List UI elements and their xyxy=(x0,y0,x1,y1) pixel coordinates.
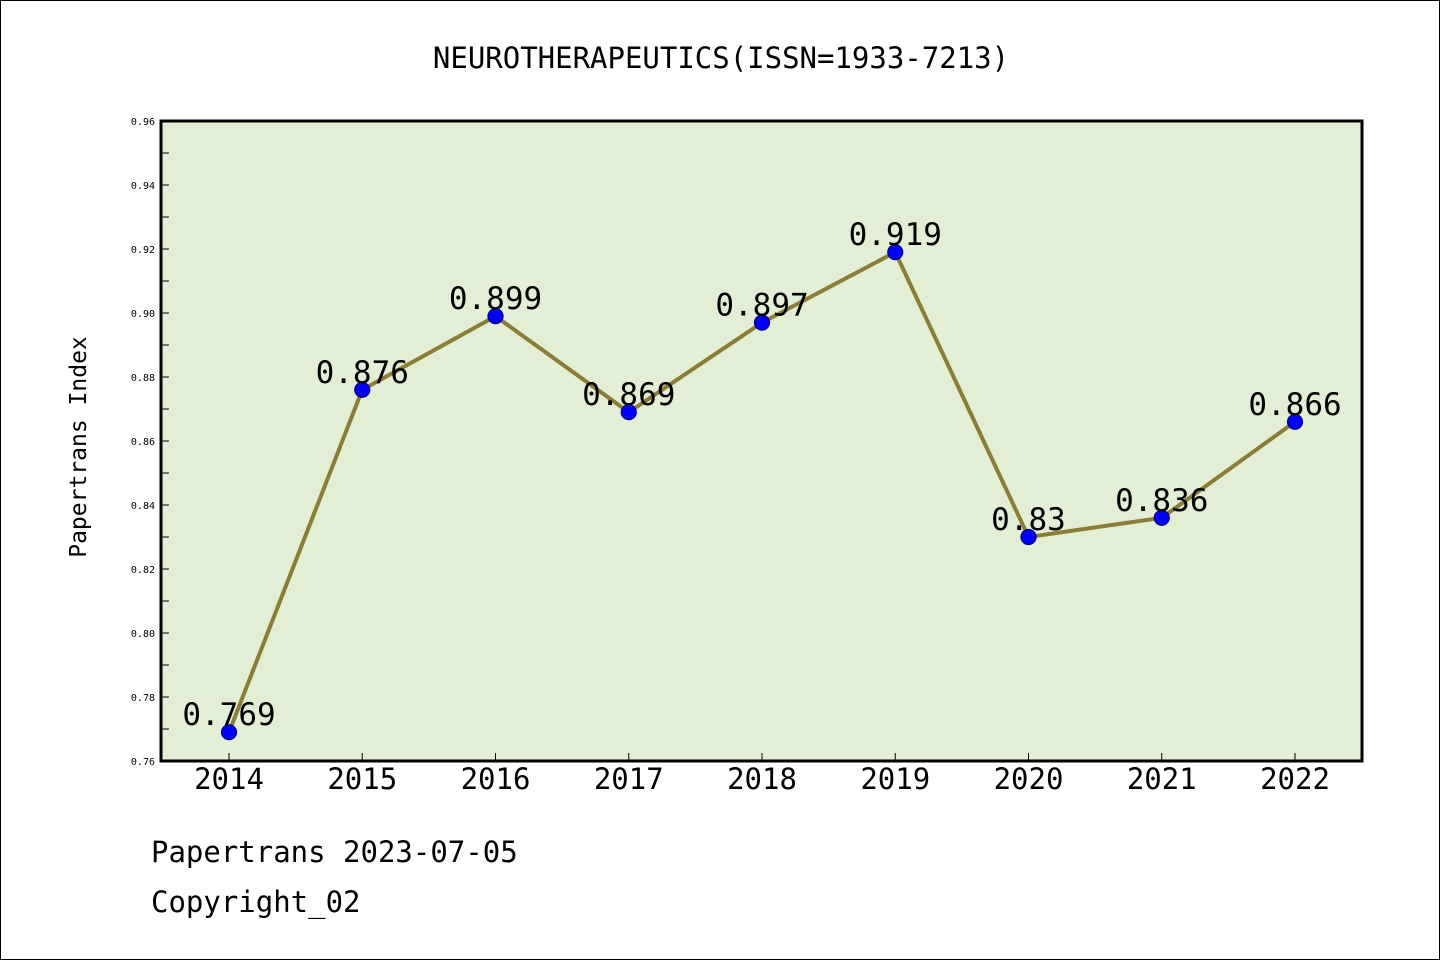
series-line-segment xyxy=(893,250,1031,539)
y-tick-label: 0.78 xyxy=(131,693,155,704)
y-tick-label: 0.88 xyxy=(131,373,155,384)
x-tick-label: 2016 xyxy=(461,762,531,796)
series-line-group xyxy=(227,250,1297,735)
data-label: 0.866 xyxy=(1248,387,1341,423)
series-line-segment xyxy=(227,387,365,735)
series-line-segment xyxy=(1159,419,1297,520)
data-point-marker xyxy=(354,381,371,398)
x-tick-label: 2019 xyxy=(860,762,930,796)
marker-group xyxy=(220,244,1304,741)
data-point-marker xyxy=(1153,509,1170,526)
plot-border xyxy=(159,119,1364,763)
footer-date-text: Papertrans 2023-07-05 xyxy=(151,835,518,869)
data-point-marker xyxy=(620,404,637,421)
data-point-marker xyxy=(1020,528,1037,546)
x-axis-ticks: 2014 2015 2016 2017 2018 2019 2020 2021 2022 xyxy=(194,753,1330,796)
series-line-segment xyxy=(360,314,498,392)
y-tick-label: 0.84 xyxy=(131,501,155,512)
x-tick-label: 2015 xyxy=(327,762,397,796)
y-tick-label: 0.80 xyxy=(131,629,155,640)
x-tick-label: 2014 xyxy=(194,762,264,796)
y-tick-label: 0.90 xyxy=(131,309,155,320)
y-tick-label: 0.96 xyxy=(131,117,155,128)
x-tick-label: 2017 xyxy=(594,762,664,796)
data-label: 0.897 xyxy=(715,288,808,324)
data-label: 0.769 xyxy=(182,697,275,733)
y-axis-label: Papertrans Index xyxy=(66,336,92,558)
data-label: 0.836 xyxy=(1115,483,1208,519)
y-tick-label: 0.94 xyxy=(131,181,155,192)
data-point-marker xyxy=(220,724,238,741)
x-tick-label: 2020 xyxy=(994,762,1064,796)
data-label: 0.919 xyxy=(849,217,942,253)
x-tick-label: 2018 xyxy=(727,762,797,796)
data-label-group: 0.769 0.876 0.899 0.869 0.897 0.919 0.83 0.836 0… xyxy=(182,217,1341,733)
y-tick-label: 0.92 xyxy=(131,245,155,256)
series-line-segment xyxy=(493,314,631,415)
plot-area xyxy=(161,121,1362,761)
data-point-marker xyxy=(487,308,504,325)
series-line-segment xyxy=(1026,515,1164,539)
series-line-segment xyxy=(626,320,764,415)
data-point-marker xyxy=(887,244,904,261)
data-point-marker xyxy=(1286,413,1304,430)
data-label: 0.869 xyxy=(582,377,675,413)
chart-title: NEUROTHERAPEUTICS(ISSN=1933-7213) xyxy=(433,41,1009,75)
data-label: 0.899 xyxy=(449,281,542,317)
footer-copyright-text: Copyright_02 xyxy=(151,885,361,919)
y-tick-label: 0.76 xyxy=(131,757,155,768)
y-tick-label: 0.86 xyxy=(131,437,155,448)
data-point-marker xyxy=(753,314,771,331)
data-label: 0.876 xyxy=(316,355,409,391)
y-tick-label: 0.82 xyxy=(131,565,155,576)
x-tick-label: 2021 xyxy=(1127,762,1197,796)
x-tick-label: 2022 xyxy=(1260,762,1330,796)
data-label: 0.83 xyxy=(991,502,1066,538)
series-line-segment xyxy=(760,250,898,325)
